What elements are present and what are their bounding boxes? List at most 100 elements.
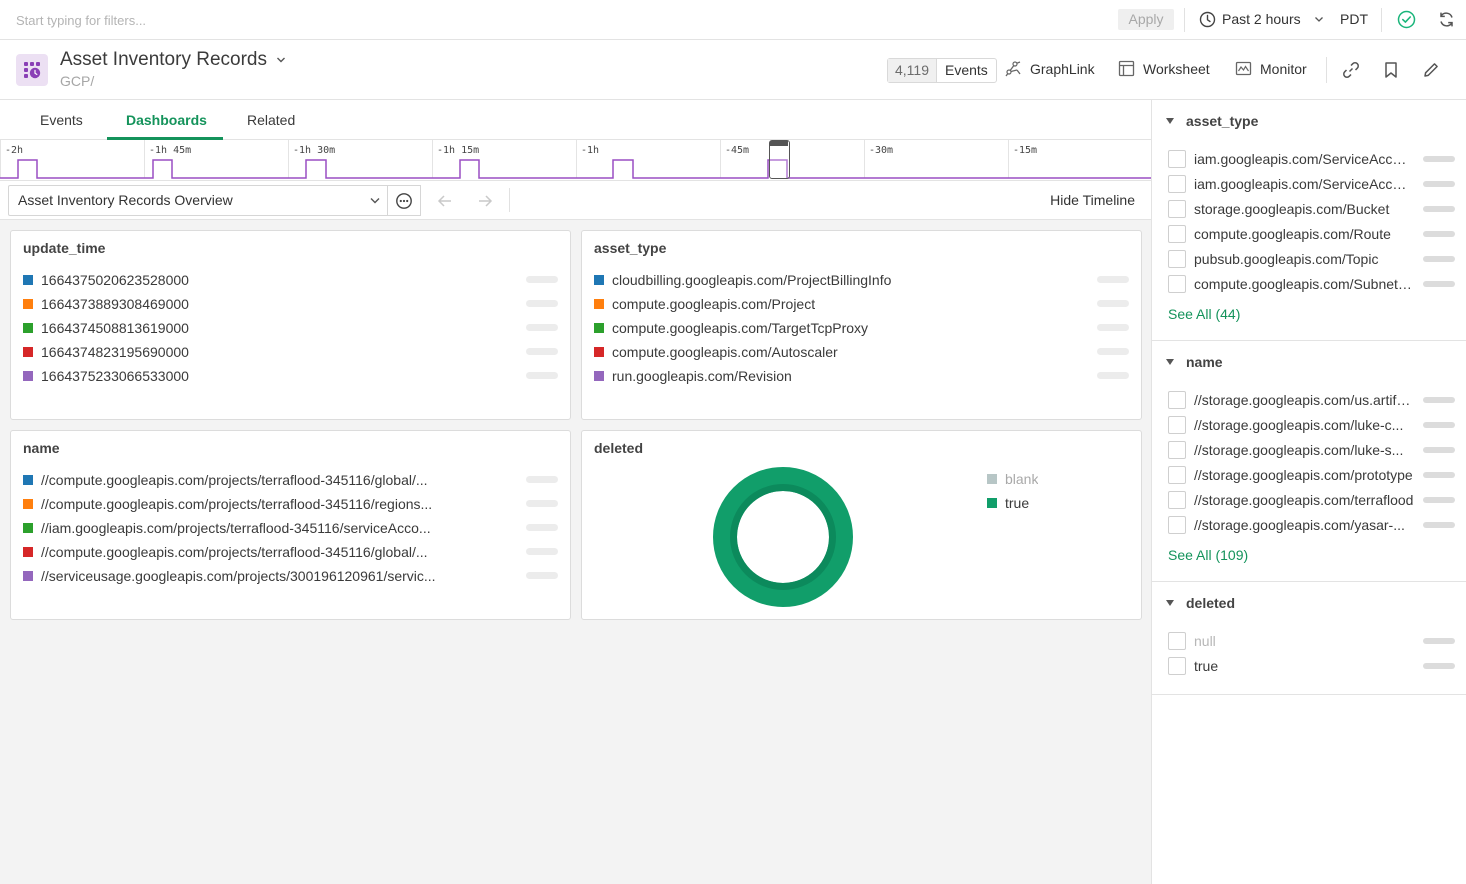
apply-button[interactable]: Apply (1118, 9, 1174, 30)
hide-timeline-button[interactable]: Hide Timeline (1050, 192, 1135, 208)
timeline-brush-grip (770, 141, 788, 146)
facet-checkbox[interactable] (1168, 416, 1186, 434)
facet-value-bar (1423, 256, 1455, 262)
link-icon[interactable] (1342, 61, 1360, 79)
timeline-tick (1008, 140, 1009, 178)
facet-checkbox[interactable] (1168, 391, 1186, 409)
legend-label: //serviceusage.googleapis.com/projects/3… (41, 568, 436, 584)
worksheet-button[interactable]: Worksheet (1118, 60, 1210, 77)
refresh-icon[interactable] (1437, 10, 1456, 29)
time-range-picker[interactable]: Past 2 hours (1199, 8, 1325, 30)
legend-item: blank (987, 470, 1038, 488)
facet-value-row[interactable]: iam.googleapis.com/ServiceAccountKey (1168, 174, 1458, 194)
facet-checkbox[interactable] (1168, 491, 1186, 509)
pencil-icon[interactable] (1422, 61, 1440, 79)
value-bar-placeholder (1097, 324, 1129, 331)
facet-header[interactable]: name (1166, 354, 1223, 370)
legend-swatch (594, 275, 604, 285)
events-count-button[interactable]: 4,119 Events (887, 58, 997, 83)
donut-slice-true[interactable] (713, 467, 853, 607)
donut-chart[interactable] (712, 466, 854, 608)
legend-item: //compute.googleapis.com/projects/terraf… (23, 543, 463, 561)
facet-checkbox[interactable] (1168, 150, 1186, 168)
monitor-button[interactable]: Monitor (1235, 60, 1307, 77)
facet-checkbox[interactable] (1168, 441, 1186, 459)
clock-icon (1199, 11, 1216, 27)
facet-header[interactable]: deleted (1166, 595, 1235, 611)
legend-label: compute.googleapis.com/Project (612, 296, 816, 312)
legend-label: //iam.googleapis.com/projects/terraflood… (41, 520, 431, 536)
legend-label: cloudbilling.googleapis.com/ProjectBilli… (612, 272, 892, 288)
facet-value-row[interactable]: compute.googleapis.com/Subnetwork (1168, 274, 1458, 294)
facet-checkbox[interactable] (1168, 225, 1186, 243)
panel-update-time[interactable]: update_time 1664375020623528000 16643738… (10, 230, 571, 420)
check-circle-icon[interactable] (1397, 10, 1416, 29)
legend-item: 1664375020623528000 (23, 271, 503, 289)
facet-checkbox[interactable] (1168, 632, 1186, 650)
legend-swatch (23, 323, 33, 333)
legend-swatch (594, 347, 604, 357)
dataset-title[interactable]: Asset Inventory Records (60, 49, 287, 71)
legend-item: run.googleapis.com/Revision (594, 367, 1074, 385)
bookmark-icon[interactable] (1382, 61, 1400, 79)
facet-value-label: //storage.googleapis.com/luke-s... (1194, 442, 1404, 458)
panel-deleted[interactable]: deleted blank true (581, 430, 1142, 620)
timeline-brush-handle[interactable] (769, 140, 790, 179)
facet-asset-type: asset_type iam.googleapis.com/ServiceAcc… (1152, 100, 1466, 341)
see-all-link[interactable]: See All (44) (1168, 306, 1241, 322)
facet-value-row[interactable]: true (1168, 656, 1458, 676)
facet-value-row[interactable]: //storage.googleapis.com/yasar-... (1168, 515, 1458, 535)
divider (1184, 8, 1185, 32)
facet-checkbox[interactable] (1168, 175, 1186, 193)
tab-events[interactable]: Events (40, 112, 83, 128)
panel-name[interactable]: name //compute.googleapis.com/projects/t… (10, 430, 571, 620)
legend-item: 1664375233066533000 (23, 367, 503, 385)
tab-related[interactable]: Related (247, 112, 296, 128)
facet-value-row[interactable]: //storage.googleapis.com/prototype (1168, 465, 1458, 485)
legend-swatch (23, 347, 33, 357)
facet-checkbox[interactable] (1168, 200, 1186, 218)
more-options-icon (396, 192, 412, 209)
facet-checkbox[interactable] (1168, 275, 1186, 293)
value-bar-placeholder (526, 300, 558, 307)
facet-value-row[interactable]: null (1168, 631, 1458, 651)
timeline-label: -2h (5, 145, 24, 156)
facet-value-row[interactable]: storage.googleapis.com/Bucket (1168, 199, 1458, 219)
legend-item: compute.googleapis.com/Project (594, 295, 1074, 313)
value-bar-placeholder (526, 572, 558, 579)
event-timeline[interactable]: -2h -1h 45m -1h 30m -1h 15m -1h -45m -30… (0, 140, 1151, 180)
dataset-header: Asset Inventory Records GCP/ 4,119 Event… (0, 40, 1466, 100)
legend-label: compute.googleapis.com/Autoscaler (612, 344, 838, 360)
facet-value-row[interactable]: iam.googleapis.com/ServiceAccount (1168, 149, 1458, 169)
facet-value-row[interactable]: //storage.googleapis.com/luke-c... (1168, 415, 1458, 435)
graphlink-button[interactable]: GraphLink (1004, 60, 1095, 78)
facet-value-row[interactable]: //storage.googleapis.com/us.artifacts (1168, 390, 1458, 410)
timezone-selector[interactable]: PDT (1340, 11, 1368, 27)
panel-asset-type[interactable]: asset_type cloudbilling.googleapis.com/P… (581, 230, 1142, 420)
legend-item: 1664373889308469000 (23, 295, 503, 313)
legend-swatch (594, 299, 604, 309)
timeline-tick (576, 140, 577, 178)
tab-dashboards[interactable]: Dashboards (126, 112, 207, 128)
monitor-icon (1235, 61, 1252, 76)
see-all-link[interactable]: See All (109) (1168, 547, 1249, 563)
facet-checkbox[interactable] (1168, 250, 1186, 268)
facet-checkbox[interactable] (1168, 466, 1186, 484)
filter-input[interactable] (16, 10, 1096, 30)
facet-value-row[interactable]: //storage.googleapis.com/terraflood (1168, 490, 1458, 510)
facet-checkbox[interactable] (1168, 516, 1186, 534)
dashboard-select[interactable]: Asset Inventory Records Overview (8, 185, 388, 216)
facet-value-row[interactable]: //storage.googleapis.com/luke-s... (1168, 440, 1458, 460)
dataset-path: GCP/ (60, 73, 95, 89)
facet-header[interactable]: asset_type (1166, 113, 1258, 129)
facet-checkbox[interactable] (1168, 657, 1186, 675)
facet-name: name //storage.googleapis.com/us.artifac… (1152, 341, 1466, 582)
arrow-right-icon[interactable] (476, 192, 494, 210)
dashboard-more-button[interactable] (387, 185, 421, 216)
dashboard-canvas: update_time 1664375020623528000 16643738… (0, 220, 1151, 884)
facet-value-bar (1423, 447, 1455, 453)
facet-value-row[interactable]: compute.googleapis.com/Route (1168, 224, 1458, 244)
arrow-left-icon[interactable] (436, 192, 454, 210)
facet-value-row[interactable]: pubsub.googleapis.com/Topic (1168, 249, 1458, 269)
facet-value-bar (1423, 663, 1455, 669)
